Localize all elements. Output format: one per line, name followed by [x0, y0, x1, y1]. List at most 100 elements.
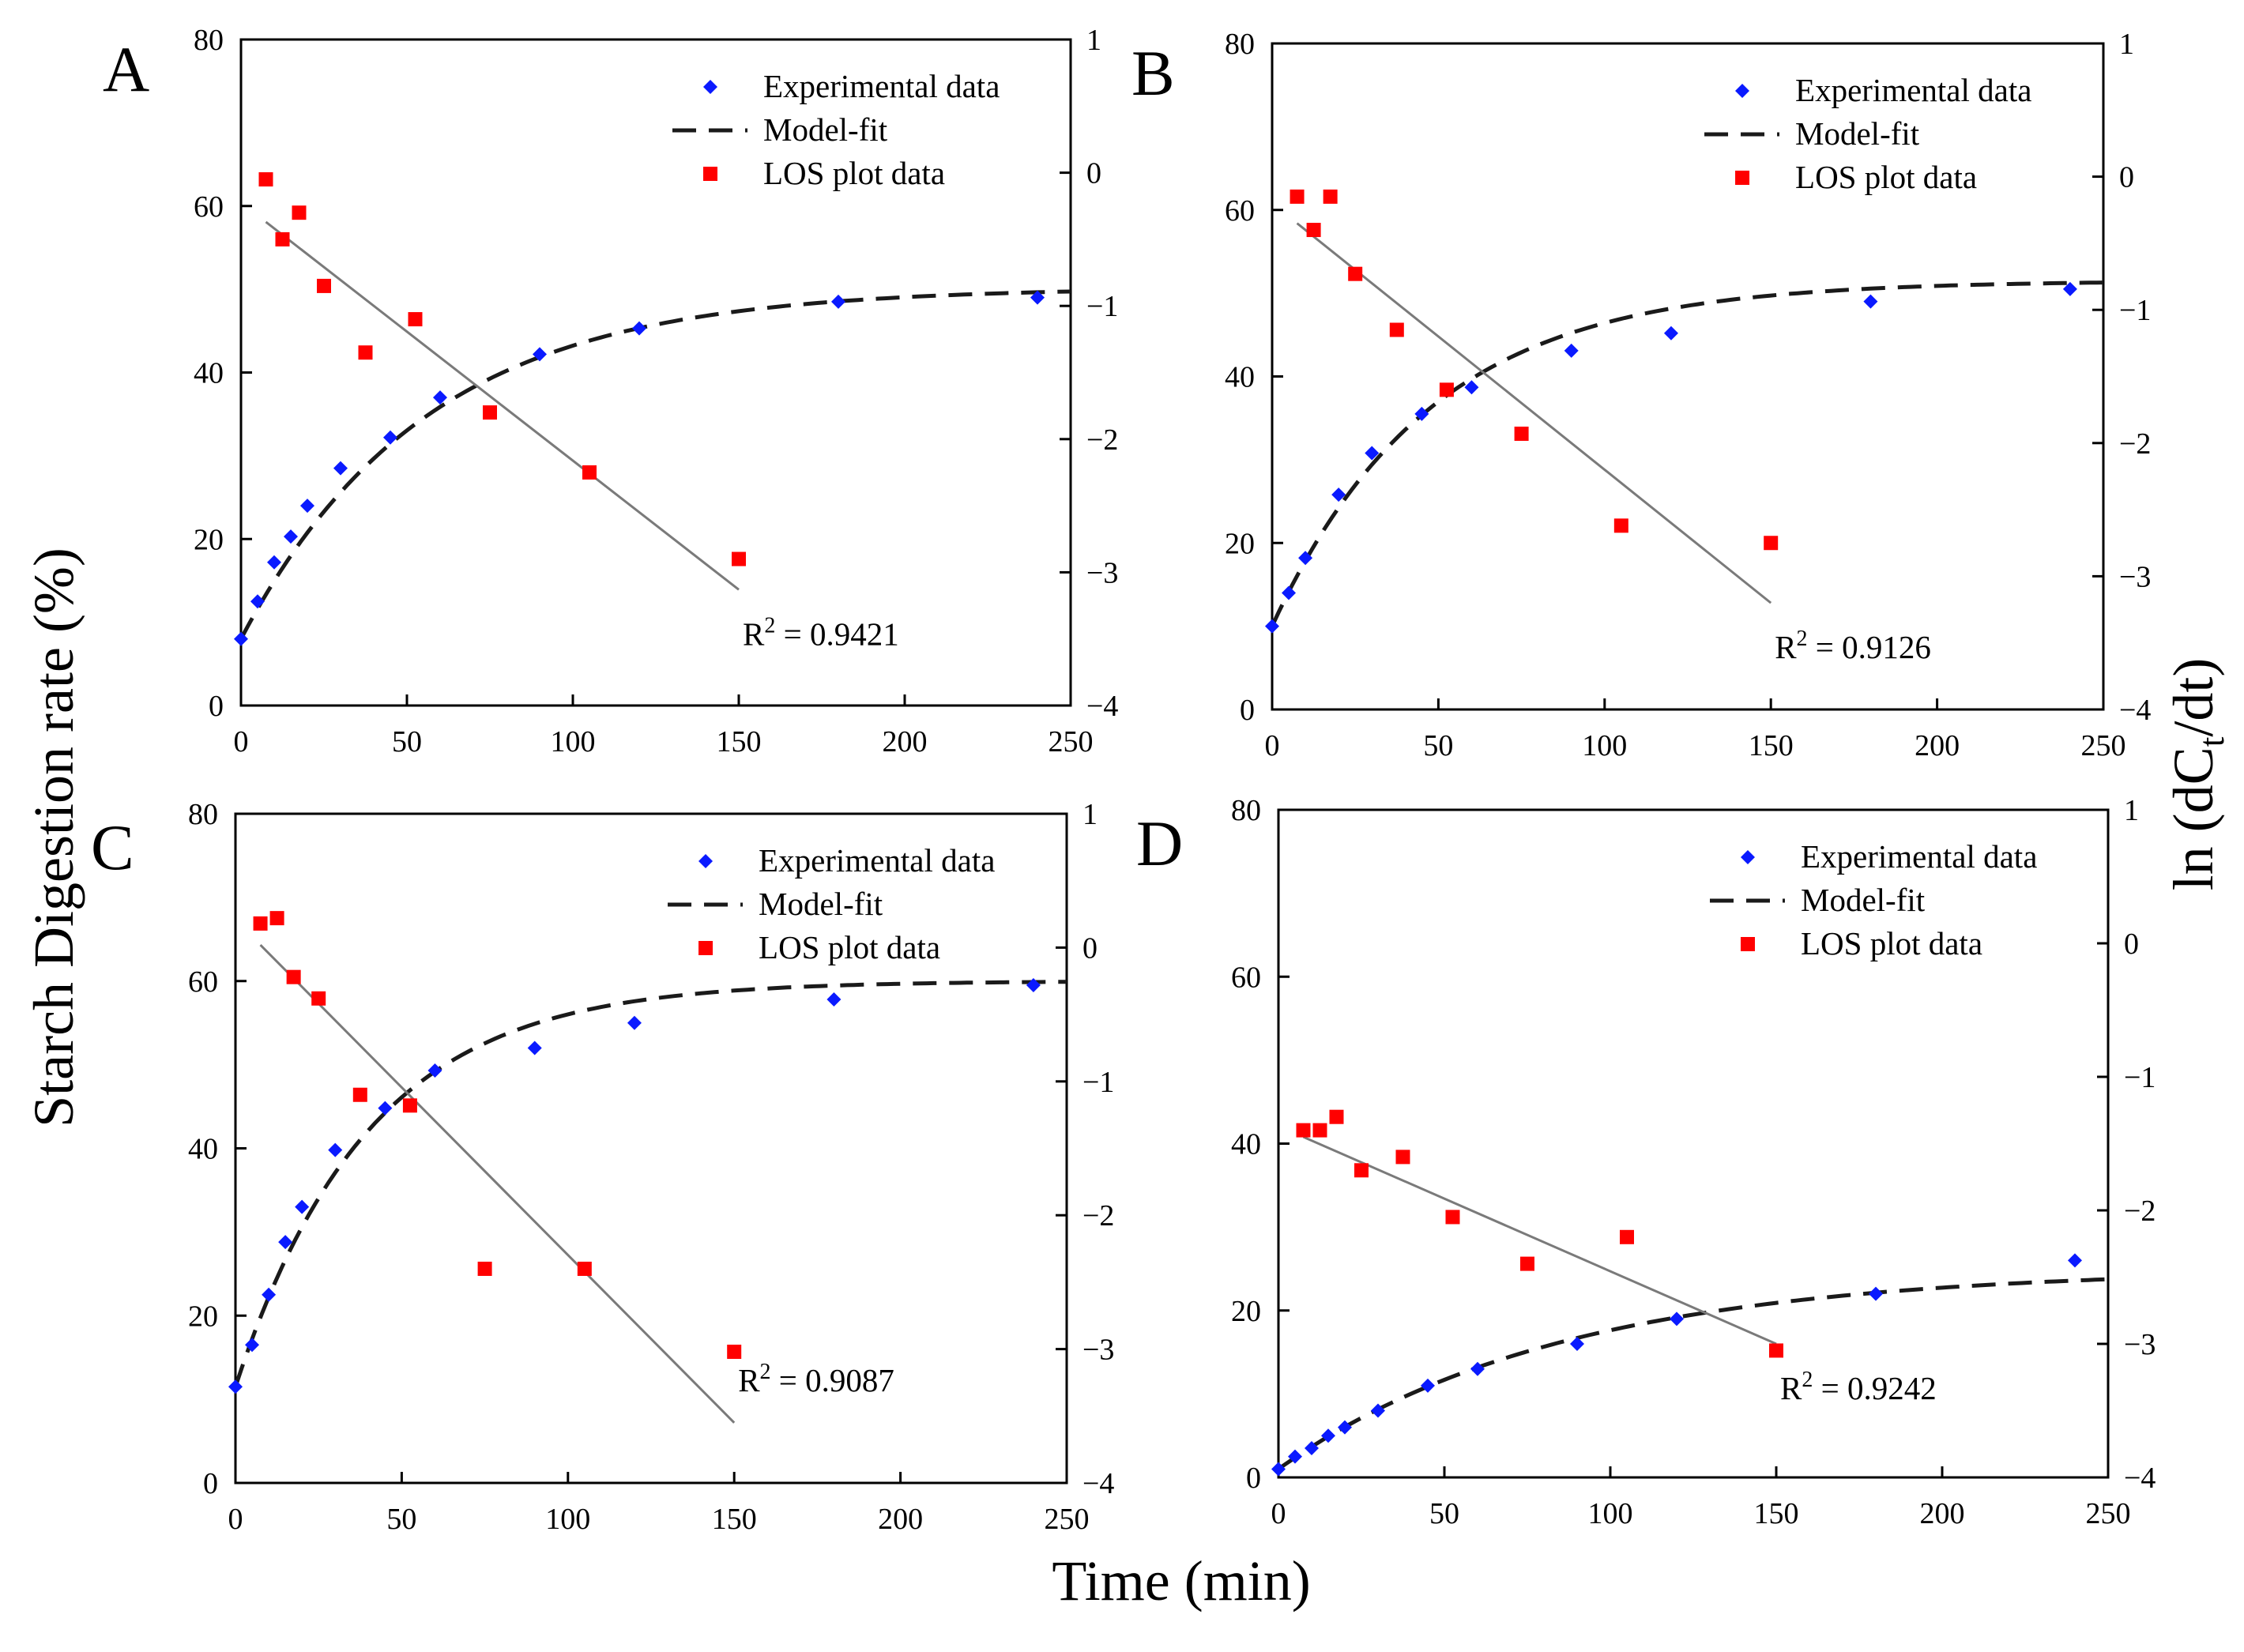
y-right-tick-label-a: −2 — [1086, 423, 1118, 457]
x-tick-label-d: 250 — [2086, 1497, 2131, 1530]
los-point-d — [1312, 1123, 1327, 1138]
experimental-point-d — [1305, 1441, 1319, 1456]
x-tick-label-c: 100 — [545, 1503, 590, 1536]
experimental-point-c — [228, 1379, 243, 1394]
los-point-b — [1389, 322, 1404, 337]
los-point-a — [358, 345, 373, 360]
legend-label-los-a: LOS plot data — [763, 155, 945, 191]
los-fit-line-d — [1302, 1135, 1777, 1345]
experimental-point-a — [300, 499, 314, 514]
los-point-b — [1306, 223, 1321, 238]
experimental-point-c — [527, 1040, 542, 1056]
model-fit-curve-c — [233, 980, 1067, 1387]
y-right-tick-label-c: 0 — [1082, 931, 1098, 965]
r2-value-a: = 0.9421 — [775, 615, 898, 652]
legend-marker-los-a — [703, 167, 717, 181]
experimental-point-b — [1663, 326, 1678, 341]
los-point-b — [1439, 382, 1454, 397]
r2-value-d: = 0.9242 — [1813, 1370, 1936, 1406]
x-tick-label-b: 50 — [1423, 729, 1453, 762]
los-point-d — [1769, 1343, 1783, 1358]
x-tick-label-d: 50 — [1429, 1497, 1459, 1530]
panel-d: 0 50 100 150 200 250 0 20 40 60 80 1 0 −1 −2 −3 −4 Experi… — [1136, 794, 2156, 1530]
y-right-tick-label-d: −3 — [2124, 1328, 2156, 1361]
experimental-point-b — [1464, 380, 1479, 395]
y-right-tick-label-d: 1 — [2124, 794, 2139, 827]
y-axis-label-left: Starch Digestion rate (%) — [22, 548, 85, 1127]
panel-a: 0 50 100 150 200 250 0 20 40 60 80 1 0 −1 −2 −3 −4 Experi… — [103, 24, 1118, 758]
experimental-point-b — [2062, 281, 2077, 296]
y-right-tick-label-d: −2 — [2124, 1195, 2156, 1228]
r2-symbol-d: R — [1780, 1370, 1802, 1406]
y-left-tick-label-c: 0 — [203, 1467, 218, 1500]
experimental-point-a — [1030, 290, 1045, 305]
experimental-point-a — [333, 461, 348, 476]
y-axis-label-right-main: ln (dC — [2162, 747, 2225, 890]
experimental-point-d — [1470, 1361, 1485, 1376]
x-tick-label-a: 0 — [234, 725, 249, 758]
x-tick-label-b: 100 — [1582, 729, 1627, 762]
experimental-point-b — [1282, 585, 1297, 600]
legend-label-model-b: Model-fit — [1795, 115, 1920, 152]
legend-marker-los-c — [698, 941, 713, 955]
experimental-point-d — [1321, 1428, 1335, 1443]
los-point-c — [402, 1098, 417, 1113]
legend-label-model-a: Model-fit — [763, 111, 888, 148]
y-left-tick-label-c: 80 — [188, 798, 218, 831]
y-right-tick-label-b: −3 — [2119, 560, 2151, 593]
los-point-b — [1764, 536, 1779, 551]
experimental-point-c — [1026, 978, 1041, 993]
y-axis-label-right-sub: t — [2191, 736, 2231, 747]
experimental-point-a — [632, 321, 646, 336]
experimental-point-d — [1338, 1420, 1352, 1435]
legend-label-experimental-a: Experimental data — [763, 68, 1000, 104]
y-left-tick-label-c: 60 — [188, 965, 218, 999]
model-fit-curve-a — [239, 289, 1071, 640]
y-left-tick-label-d: 20 — [1231, 1295, 1261, 1328]
experimental-point-d — [2068, 1253, 2082, 1268]
x-tick-label-a: 250 — [1049, 725, 1094, 758]
los-point-a — [258, 172, 273, 187]
x-tick-label-c: 200 — [878, 1503, 923, 1536]
los-point-d — [1520, 1256, 1534, 1271]
experimental-point-b — [1414, 406, 1429, 421]
y-right-tick-label-b: −1 — [2119, 294, 2151, 327]
x-tick-label-d: 100 — [1588, 1497, 1633, 1530]
experimental-point-c — [262, 1287, 277, 1302]
y-left-tick-label-b: 40 — [1225, 361, 1255, 394]
panel-b: 0 50 100 150 200 250 0 20 40 60 80 1 0 −1 −2 −3 −4 Experi… — [1131, 28, 2151, 762]
y-right-tick-label-d: 0 — [2124, 928, 2139, 961]
panel-letter-c: C — [91, 811, 134, 883]
experimental-point-c — [627, 1015, 642, 1030]
y-left-tick-label-d: 60 — [1231, 961, 1261, 994]
x-tick-label-b: 0 — [1265, 729, 1280, 762]
x-tick-label-c: 250 — [1045, 1503, 1090, 1536]
experimental-point-a — [284, 529, 298, 544]
los-point-d — [1329, 1109, 1344, 1124]
y-left-tick-label-a: 60 — [194, 190, 224, 224]
experimental-point-d — [1421, 1378, 1435, 1393]
r2-annotation-c: R2 = 0.9087 — [738, 1360, 894, 1398]
x-tick-label-d: 200 — [1920, 1497, 1965, 1530]
legend-label-experimental-b: Experimental data — [1795, 72, 2031, 108]
legend-label-los-d: LOS plot data — [1801, 925, 1982, 961]
y-left-tick-label-a: 0 — [209, 690, 224, 723]
los-point-c — [477, 1261, 492, 1276]
model-fit-curve-d — [1277, 1277, 2109, 1471]
experimental-point-d — [1869, 1286, 1883, 1301]
y-right-tick-label-d: −1 — [2124, 1061, 2156, 1094]
y-right-tick-label-a: 1 — [1086, 24, 1101, 57]
experimental-point-d — [1570, 1337, 1584, 1351]
y-right-tick-label-c: 1 — [1082, 798, 1098, 831]
r2-superscript-c: 2 — [760, 1360, 771, 1384]
plot-frame-d — [1277, 808, 2110, 1479]
los-point-a — [582, 465, 597, 480]
los-point-a — [292, 205, 307, 220]
y-right-tick-label-c: −2 — [1082, 1199, 1114, 1232]
x-tick-label-b: 200 — [1915, 729, 1960, 762]
y-right-tick-label-a: 0 — [1086, 157, 1101, 190]
los-point-b — [1613, 518, 1628, 533]
experimental-point-c — [378, 1101, 393, 1116]
